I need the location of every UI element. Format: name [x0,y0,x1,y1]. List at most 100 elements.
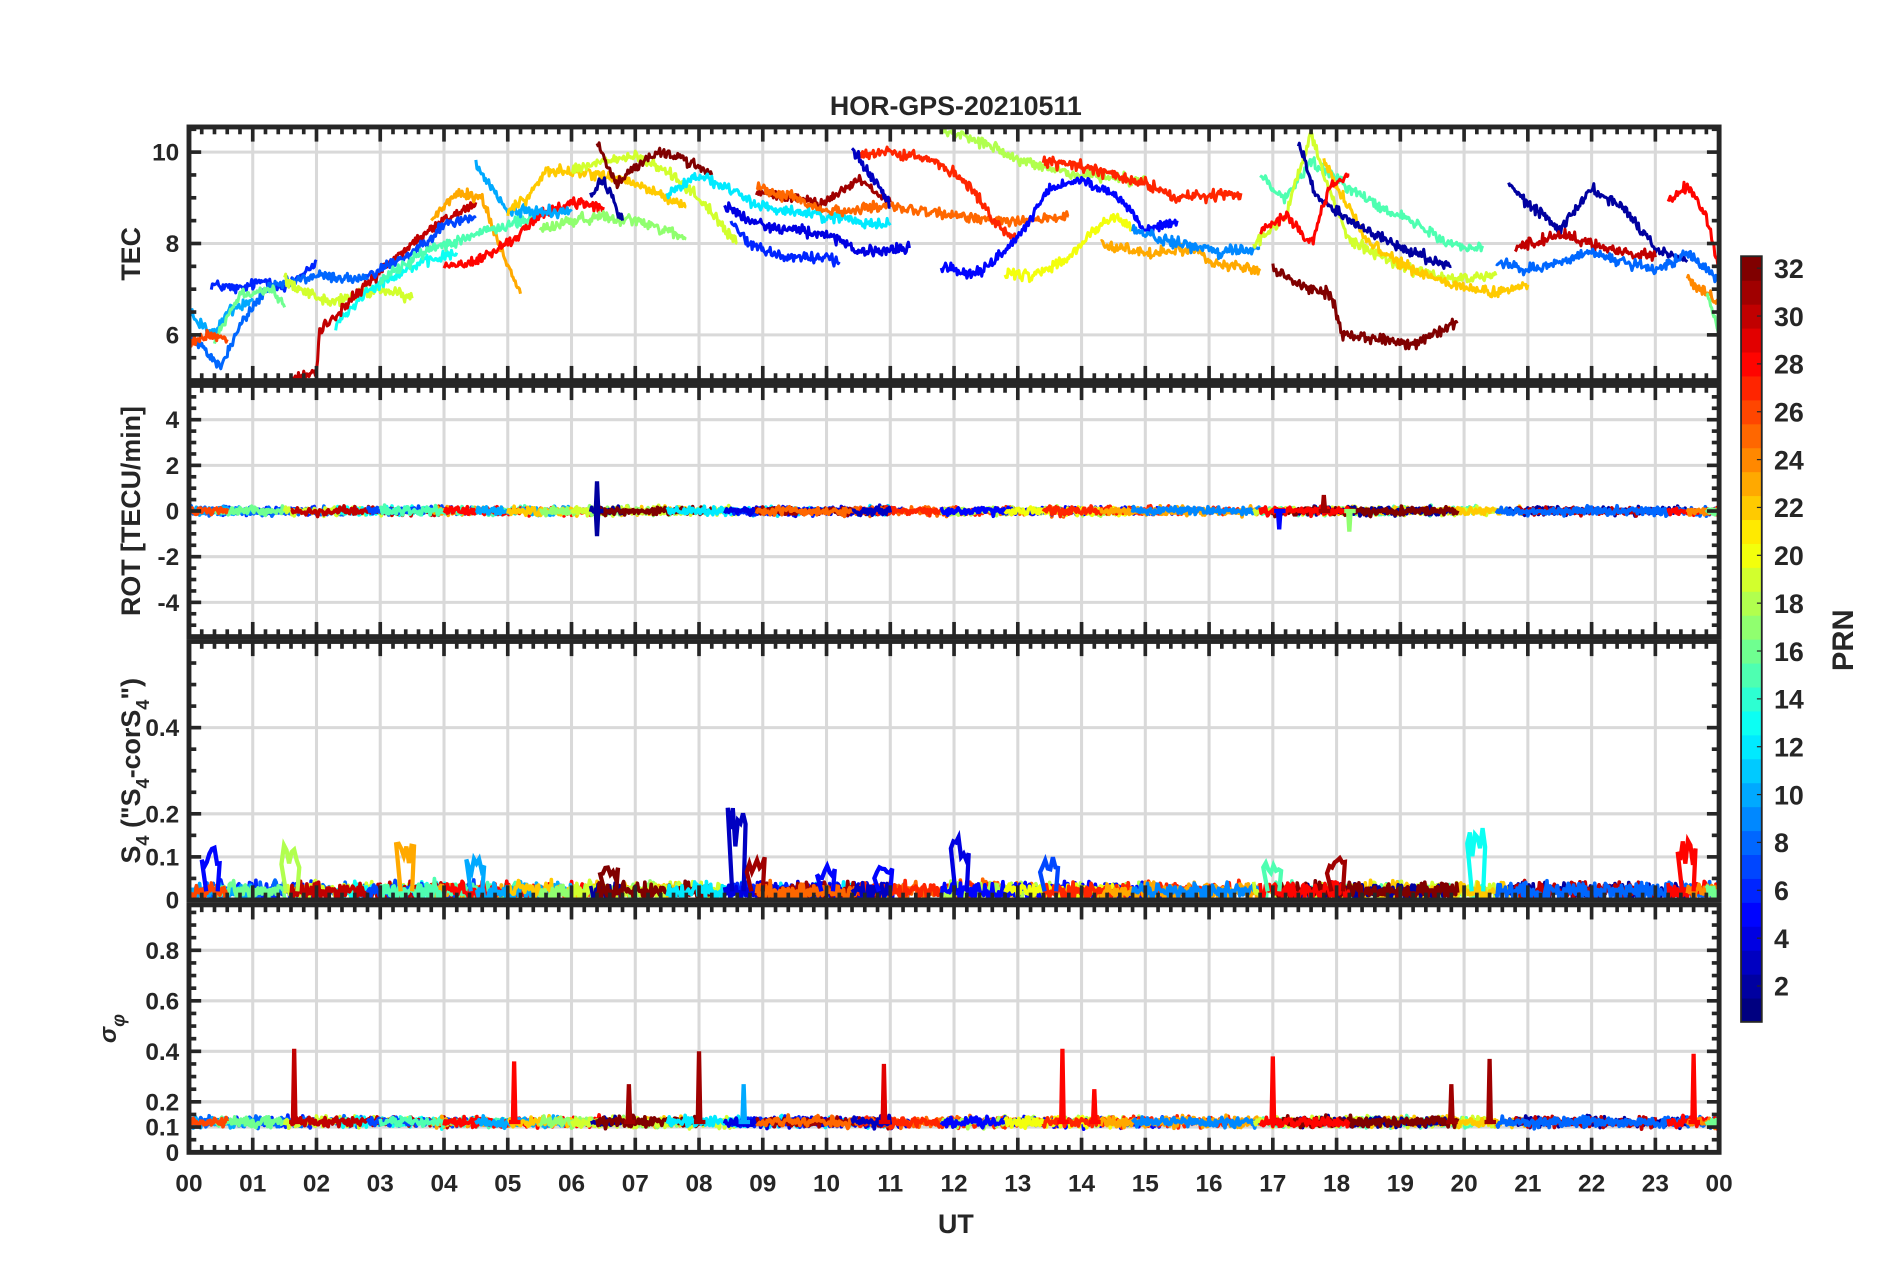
x-tick-label: 04 [430,1170,458,1197]
spike-prn-10 [464,852,487,892]
x-tick-label: 15 [1132,1170,1159,1197]
x-tick-label: 09 [749,1170,776,1197]
y-tick-label: 0.4 [145,1039,179,1066]
y-axis-label-part: ("S [116,788,146,835]
y-axis-label-part: σ [95,1026,122,1043]
series-prn-26 [188,1115,230,1129]
colorbar-swatch-16 [1741,639,1762,664]
colorbar-swatch-27 [1741,375,1762,401]
colorbar-tick-label: 28 [1774,350,1804,380]
series-prn-32 [595,141,714,190]
x-tick-label: 19 [1387,1170,1414,1197]
colorbar-swatch-5 [1741,902,1762,927]
series-prn-26 [188,506,230,517]
series-prn-9 [1131,223,1261,261]
y-tick-label: 4 [166,407,180,434]
series-prn-13 [334,248,459,331]
colorbar-swatch-28 [1741,351,1762,377]
spike-prn-31 [1318,494,1331,514]
colorbar-swatch-18 [1741,591,1762,616]
y-axis-label-part: ") [116,678,146,700]
spike-prn-5 [814,860,837,892]
series-prn-15 [378,213,541,286]
series-prn-10 [474,159,573,220]
colorbar-swatch-10 [1741,782,1762,808]
spike-prn-23 [393,841,417,892]
colorbar-swatch-20 [1741,543,1762,568]
series-prn-15 [1259,156,1485,253]
series-group [188,126,1720,381]
colorbar-tick-label: 2 [1774,972,1789,1002]
series-prn-6 [729,220,841,268]
colorbar-swatch-21 [1741,519,1762,544]
series-prn-4 [723,201,911,258]
x-tick-label: 23 [1642,1170,1669,1197]
series-prn-30 [1513,227,1657,262]
spike-prn-5 [872,864,895,893]
spike-prn-31 [1446,1084,1458,1125]
series-prn-3 [850,147,891,209]
series-prn-3 [851,505,893,518]
series-group [188,1048,1720,1132]
y-axis-label-tec: TEC [116,227,146,281]
colorbar-tick-label: 14 [1774,685,1804,715]
x-tick-label: 01 [239,1170,266,1197]
colorbar-swatch-25 [1741,423,1762,449]
y-tick-label: 10 [152,140,179,167]
spike-prn-31 [623,1084,636,1125]
colorbar-swatch-12 [1741,734,1762,760]
y-tick-label: -4 [158,590,180,617]
spike-prn-29 [878,1063,891,1125]
colorbar-swatch-31 [1741,280,1762,305]
y-axis-label-part: 4 [132,835,153,846]
chart-title: HOR-GPS-20210511 [830,91,1082,121]
spike-prn-17 [1344,508,1356,532]
colorbar-tick-label: 4 [1774,924,1789,954]
colorbar-tick-label: 20 [1774,541,1804,571]
spike-prn-28 [1675,833,1698,892]
colorbar-tick-label: 12 [1774,732,1804,762]
panel-rot: -4 -2 0 2 4 ROT [TECU/min] [116,383,1722,640]
colorbar-swatch-7 [1741,854,1762,879]
colorbar-tick-label: 22 [1774,493,1804,523]
series-prn-9 [1131,1115,1262,1130]
series-prn-2 [1507,182,1689,263]
panel-tec: 6 8 10 TEC [116,124,1722,384]
y-tick-label: -2 [158,544,180,571]
x-tick-label: 10 [813,1170,840,1197]
spike-prn-28 [1688,1053,1700,1125]
series-prn-16 [212,284,287,345]
series-prn-19 [571,149,738,245]
colorbar-frame [1740,255,1763,1023]
spike-prn-28 [1267,1056,1280,1125]
x-axis-label: UT [938,1209,974,1239]
y-tick-label: 6 [166,322,180,349]
colorbar-tick-label: 8 [1774,828,1789,858]
colorbar-tick-label: 10 [1774,780,1804,810]
spike-prn-5 [1274,508,1286,530]
colorbar-swatch-6 [1741,878,1762,903]
series-prn-32 [1271,263,1459,351]
spike-prn-31 [693,1051,706,1125]
series-prn-22 [506,163,687,217]
y-tick-label: 0.8 [145,938,179,965]
colorbar-tick-label: 18 [1774,589,1804,619]
colorbar-swatch-1 [1741,997,1762,1023]
colorbar-swatch-17 [1741,615,1762,640]
spike-prn-31 [744,853,767,892]
series-prn-8 [188,269,369,371]
colorbar-swatch-3 [1741,950,1762,975]
x-tick-label: 06 [558,1170,585,1197]
x-tick-label: 16 [1196,1170,1223,1197]
x-tick-label: 17 [1259,1170,1286,1197]
x-tick-label: 11 [877,1170,903,1197]
series-prn-28 [1259,172,1350,246]
y-tick-label: 0.2 [145,1089,179,1116]
y-axis-label-sigma: σφ​ [95,1014,129,1043]
colorbar-swatch-15 [1741,662,1762,688]
y-axis-label-part: ROT [TECU/min] [116,406,146,616]
x-tick-label: 05 [494,1170,521,1197]
series-prn-23 [430,187,522,295]
x-tick-label: 22 [1578,1170,1605,1197]
spike-prn-32 [597,865,621,892]
